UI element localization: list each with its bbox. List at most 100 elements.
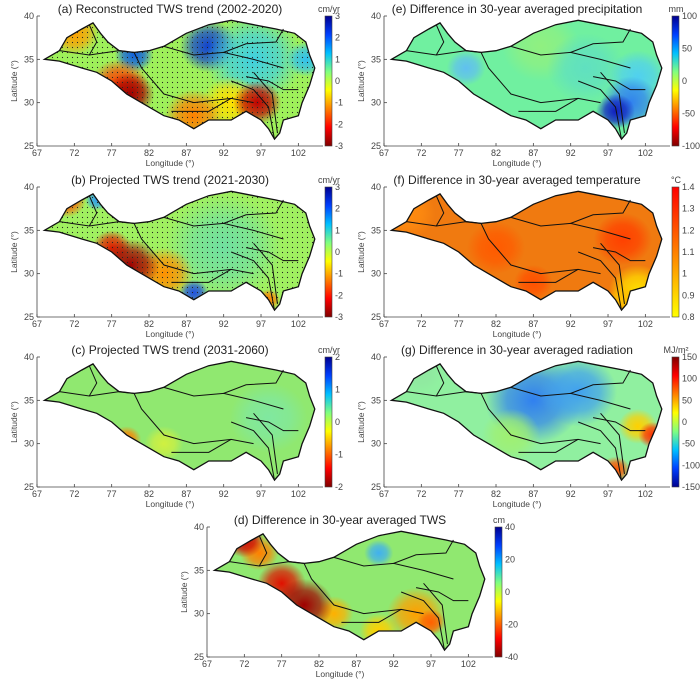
x-tick-label: 102 [291,319,306,329]
colorbar-tick-label: 50 [682,395,692,405]
x-axis-label: Longitude (°) [146,329,195,339]
basin-boundary [518,438,579,453]
plateau-outline [389,190,663,312]
x-tick-label: 102 [461,659,476,669]
basin-boundary [592,247,646,262]
colorbar-tick-label: 150 [682,352,697,362]
y-tick-label: 25 [371,482,381,492]
panel-title: (b) Projected TWS trend (2021-2030) [71,173,269,187]
colorbar-tick-label: -1 [335,269,343,279]
y-tick-label: 35 [371,395,381,405]
colorbar [324,15,333,147]
colorbar-tick-label: -1 [335,450,343,460]
y-tick-label: 30 [371,98,381,108]
x-tick-label: 102 [638,148,653,158]
x-axis-label: Longitude (°) [146,499,195,509]
basin-boundary [230,251,275,311]
basin-boundary [435,24,445,56]
y-tick-label: 30 [194,609,204,619]
basin-boundary [577,421,622,481]
plateau-outline [389,360,663,482]
x-tick-label: 72 [416,319,426,329]
colorbar-tick-label: 2 [335,33,340,43]
basin-boundary [253,72,278,134]
basin-boundary [223,199,284,224]
colorbar-unit: MJ/m² [664,345,689,355]
x-tick-label: 77 [454,489,464,499]
panel-e: 67 72 77 82 87 92 97 102 25 30 35 40 Longitude (°) La… [356,2,700,168]
basin-boundary [570,28,631,53]
basin-boundary [480,52,601,104]
y-tick-label: 30 [24,439,34,449]
panel-title: (a) Reconstructed TWS trend (2002-2020) [58,2,283,16]
basin-boundary [400,591,445,651]
y-tick-label: 30 [24,98,34,108]
x-tick-label: 67 [32,319,42,329]
basin-boundary [435,195,445,227]
x-tick-label: 87 [528,319,538,329]
y-tick-label: 25 [194,652,204,662]
colorbar-tick-label: -1 [335,98,343,108]
x-tick-label: 92 [389,659,399,669]
basin-boundary [253,243,278,305]
basin-boundary [600,243,625,305]
colorbar-tick-label: -2 [335,290,343,300]
map-field [44,191,315,311]
map-field [214,531,485,651]
y-tick-label: 25 [371,141,381,151]
x-tick-label: 102 [291,489,306,499]
x-tick-label: 87 [351,659,361,669]
basin-boundary [230,80,275,140]
y-axis-label: Latitude (°) [9,231,19,273]
y-axis-label: Latitude (°) [356,231,366,273]
colorbar-tick-label: 1.1 [682,247,695,257]
panel-g: 67 72 77 82 87 92 97 102 25 30 35 40 Longitude (°) La… [356,343,700,509]
x-tick-label: 87 [528,489,538,499]
colorbar-tick-label: -100 [682,141,700,151]
colorbar-tick-label: -2 [335,482,343,492]
basin-boundary [171,268,232,283]
colorbar-tick-label: -20 [505,620,518,630]
basin-boundary [223,369,284,394]
x-tick-label: 92 [566,489,576,499]
x-tick-label: 72 [69,148,79,158]
x-tick-label: 92 [566,148,576,158]
y-tick-label: 35 [194,565,204,575]
y-tick-label: 40 [24,352,34,362]
basin-boundary [341,608,402,623]
x-axis-label: Longitude (°) [493,158,542,168]
colorbar-tick-label: -2 [335,119,343,129]
basin-boundary [88,195,98,227]
x-tick-label: 97 [256,319,266,329]
y-tick-label: 25 [24,312,34,322]
basin-boundary [592,76,646,91]
x-tick-label: 97 [603,489,613,499]
basin-boundary [570,369,631,394]
x-tick-label: 72 [239,659,249,669]
colorbar-tick-label: -3 [335,312,343,322]
colorbar-unit: cm/yr [318,175,340,185]
colorbar-tick-label: 100 [682,11,697,21]
basin-boundary [171,97,232,112]
x-tick-label: 67 [379,319,389,329]
y-axis-label: Latitude (°) [9,401,19,443]
colorbar-unit: °C [671,175,682,185]
basin-boundary [253,413,278,475]
colorbar-unit: cm/yr [318,4,340,14]
y-tick-label: 40 [371,352,381,362]
y-tick-label: 40 [24,11,34,21]
x-tick-label: 82 [314,659,324,669]
basin-boundary [133,223,254,275]
x-tick-label: 92 [219,489,229,499]
colorbar-tick-label: 0 [335,247,340,257]
colorbar-tick-label: -40 [505,652,518,662]
basin-boundary [303,563,424,615]
colorbar-tick-label: 3 [335,182,340,192]
colorbar-tick-label: 1.2 [682,225,695,235]
x-tick-label: 97 [603,319,613,329]
map-field [391,191,662,311]
y-tick-label: 35 [24,395,34,405]
map-field [391,20,662,140]
